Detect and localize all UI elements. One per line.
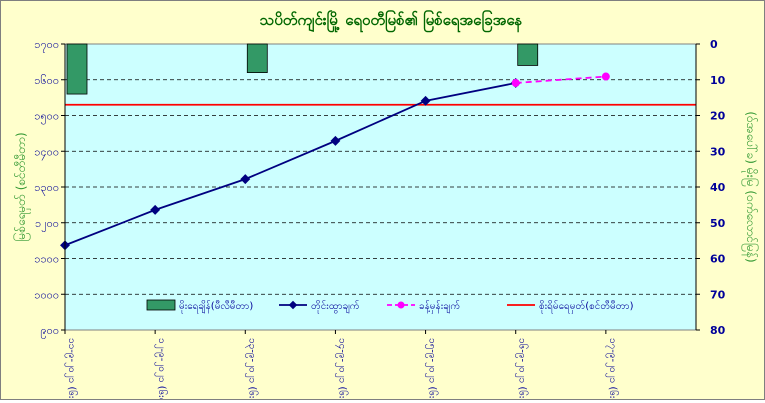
right-tick-label: 0 [710,38,718,51]
legend-label: မိုးရေချိန်(မီလီမီတာ) [179,299,253,314]
right-axis-label: (ဝ်အပေါ်ခ) မိုးမြ (ဝက်လောင်မြန်) [741,111,760,262]
legend-label: စိုးရိမ်ရေမှတ်(စင်တီမီတာ) [539,299,634,314]
forecast-line [515,75,606,84]
right-tick-label: 60 [710,253,726,266]
gridlines [65,79,696,295]
observed-point [330,135,341,146]
observed-point [150,204,161,215]
right-tick-label: 80 [710,324,726,337]
legend: မိုးရေချိန်(မီလီမီတာ) တိုင်းထွာချက် ခန့်မှ… [146,299,634,314]
left-axis: ၉၀၀ ၁၀၀၀ ၁၁၀၀ ၁၂၀၀ ၁၃၀၀ ၁၄၀၀ ၁၅၀၀ ၁၆၀၀ ၁၇၀၀ [34,38,66,339]
chart-title: သပိတ်ကျင်းမြို့ ရေ၀တီမြစ်၏ မြစ်ရေအခြေအနေ [260,9,523,33]
right-tick-label: 10 [710,74,726,87]
right-tick-label: 70 [710,288,726,301]
x-tick-label: ၁၄-၉-၂၀၂၁ (၆း၀၀) [334,338,349,399]
forecast-point [601,72,610,81]
left-tick-label: ၁၃၀၀ [34,181,59,196]
x-tick-label: ၁၆-၉-၂၀၂၁ (၆း၀၀) [515,338,530,399]
left-tick-label: ၁၂၀၀ [35,217,59,232]
right-tick-label: 20 [710,110,726,123]
right-tick-label: 50 [710,217,726,230]
left-axis-label: မြစ်ရေမှတ် (စင်တီမီတာ) [12,132,31,241]
legend-label: ခန့်မှန်းချက် [419,299,460,314]
right-tick-label: 40 [710,181,726,194]
x-axis: ၁၁-၉-၂၀၂၁ (၆း၀၀) ၁၂-၉-၂၀၂၁ (၆း၀၀) ၁၃-၉-၂၀၂… [64,330,620,403]
right-axis: 0 10 20 30 40 50 60 70 80 [695,38,726,337]
rainfall-bars [66,43,539,95]
x-tick-label: ၁၇-၉-၂၀၂၁ (၆း၀၀) [605,338,620,399]
left-tick-label: ၉၀၀ [40,324,59,339]
x-tick-label: ၁၃-၉-၂၀၂၁ (၆း၀၀) [244,338,259,399]
left-tick-label: ၁၆၀၀ [34,74,59,87]
observed-line [64,82,516,247]
rainfall-bar [517,43,539,66]
x-tick-label: ၁၅-၉-၂၀၂၁ (၆း၀၀) [425,338,440,399]
forecast-point [511,78,520,87]
left-tick-label: ၁၁၀၀ [34,253,59,266]
left-tick-label: ၁၄၀၀ [34,145,59,160]
right-tick-label: 30 [710,145,726,158]
rainfall-bar [246,43,268,74]
left-tick-label: ၁၅၀၀ [34,110,59,125]
legend-label: တိုင်းထွာချက် [311,299,360,314]
legend-swatch-marker [288,300,298,310]
x-tick-label: ၁၁-၉-၂၀၂၁ (၆း၀၀) [64,338,79,399]
legend-swatch-bar [146,299,176,311]
observed-point [240,174,251,185]
left-tick-label: ၁၀၀၀ [34,288,59,301]
rainfall-bar [66,43,88,95]
left-tick-label: ၁၇၀၀ [34,38,59,53]
x-tick-label: ၁၂-၉-၂၀၂၁ (၆း၀၀) [154,338,169,399]
legend-swatch-marker [397,301,405,309]
